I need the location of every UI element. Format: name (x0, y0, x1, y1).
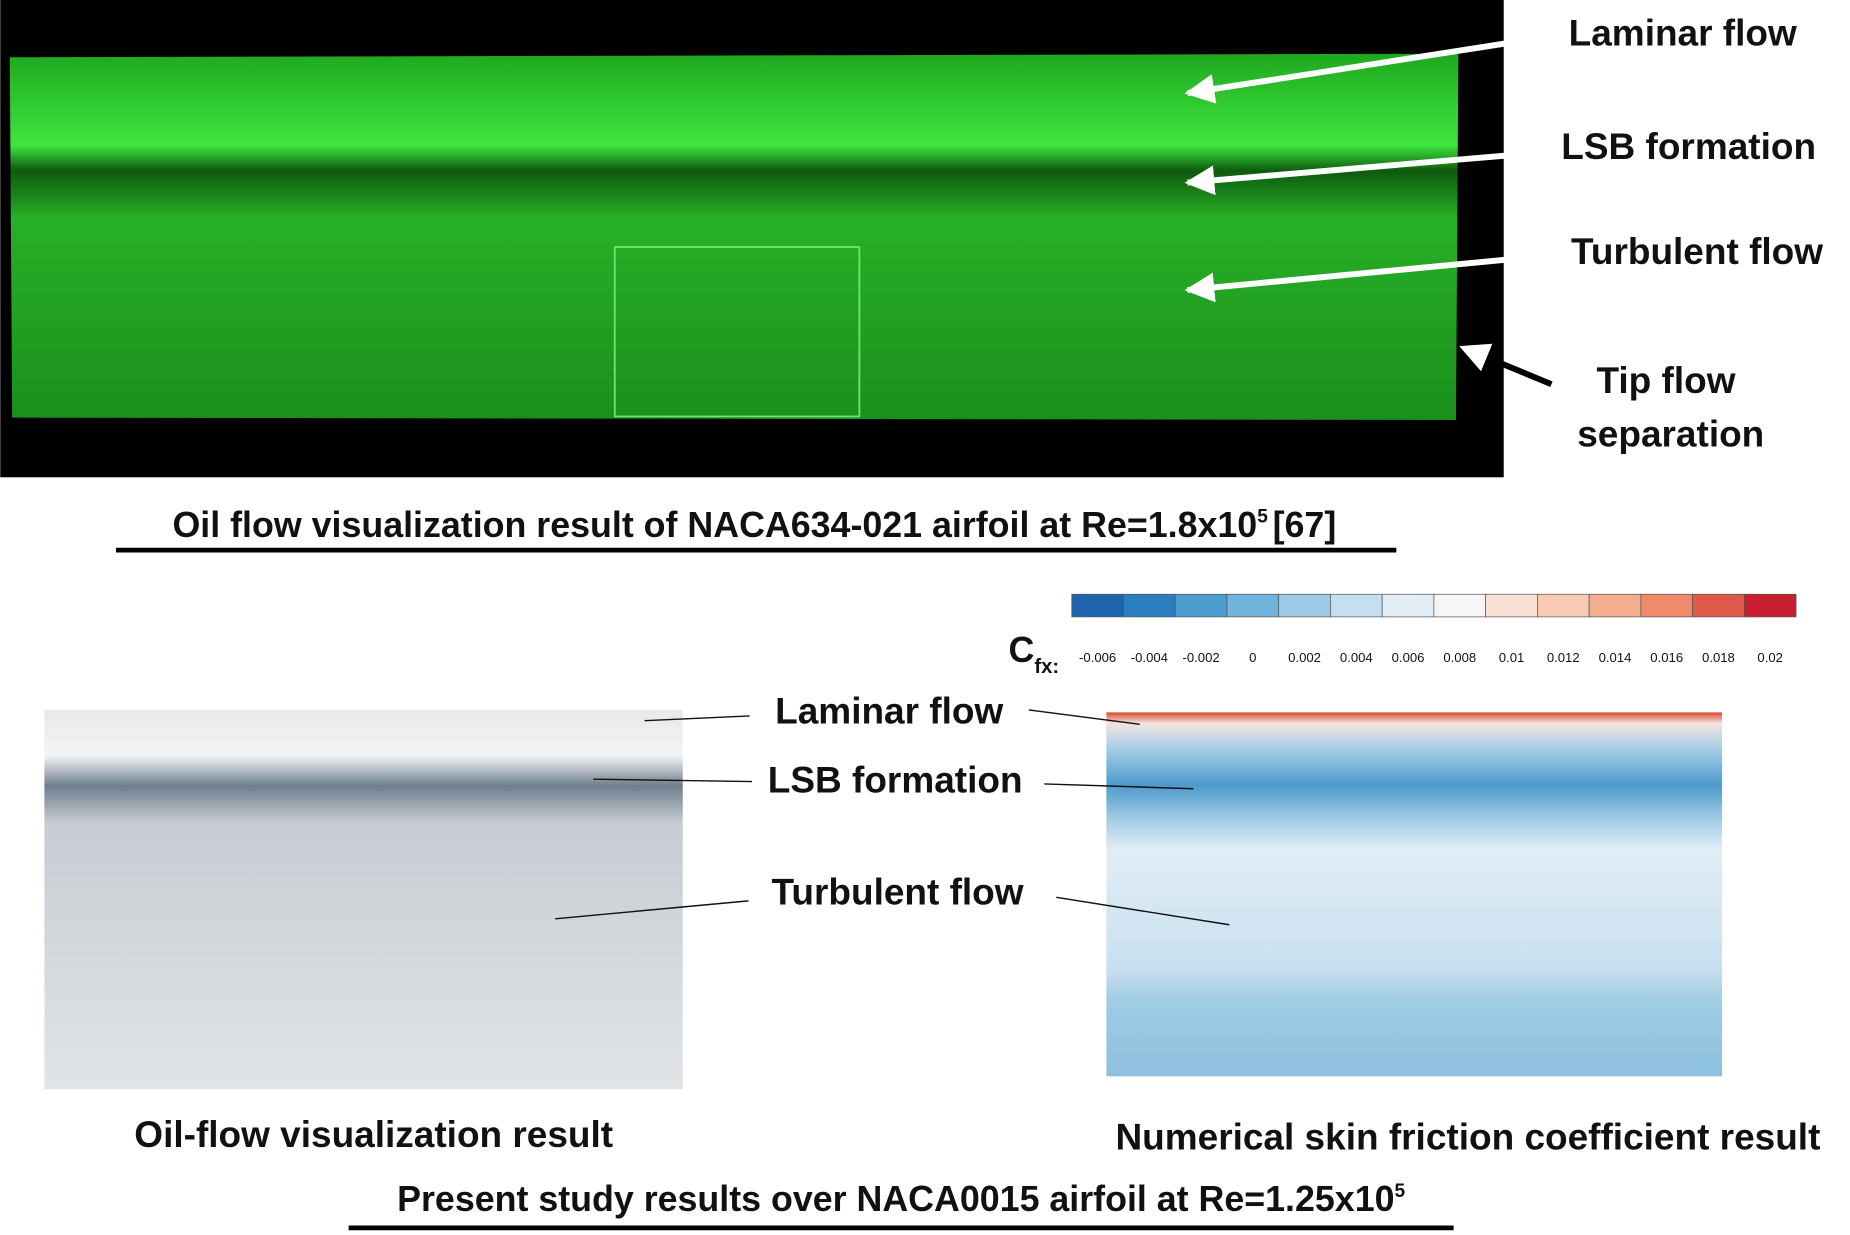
tick-label: -0.002 (1183, 650, 1220, 665)
label: separation (1577, 413, 1764, 454)
color-box (1743, 593, 1797, 618)
color-box (1330, 593, 1383, 618)
tick-label: 0.018 (1702, 650, 1735, 665)
color-box (1174, 593, 1228, 618)
color-box (1640, 593, 1693, 618)
color-box (1278, 593, 1331, 618)
color-box (1485, 593, 1538, 618)
tick-label: -0.004 (1131, 650, 1168, 665)
tick-label: 0.014 (1599, 650, 1632, 665)
tick-label: 0.008 (1443, 650, 1476, 665)
label: Tip flow (1596, 360, 1735, 401)
label: LSB formation (1561, 126, 1816, 167)
plate (613, 246, 861, 418)
tick-label: 0.006 (1392, 650, 1425, 665)
tick-label: 0.012 (1547, 650, 1580, 665)
tick-label: 0 (1249, 650, 1256, 665)
exponent: 5 (1395, 1181, 1406, 1202)
tick-label: 0.002 (1288, 650, 1321, 665)
label: Laminar flow (1569, 13, 1797, 54)
color-box (1692, 593, 1745, 618)
tick-label: -0.006 (1079, 650, 1116, 665)
arrows (1184, 35, 1540, 303)
label: LSB formation (768, 760, 1023, 801)
reference: [67] (1273, 505, 1337, 545)
exponent: 5 (1257, 507, 1268, 528)
sub-caption: Numerical skin friction coefficient resu… (1115, 1116, 1820, 1157)
label: Laminar flow (775, 690, 1003, 731)
tip-arrow (1459, 343, 1553, 387)
color-box (1071, 593, 1124, 618)
subscript: fx: (1034, 656, 1059, 678)
caption: Oil flow visualization result of NACA634… (172, 505, 1336, 545)
sub-caption: Oil-flow visualization result (134, 1114, 613, 1155)
color-box (1433, 593, 1487, 618)
color-box (1381, 593, 1435, 618)
caption-text: Present study results over NACA0015 airf… (397, 1179, 1394, 1219)
symbol: C (1009, 630, 1035, 670)
tick-label: 0.02 (1757, 650, 1783, 665)
caption-text: Oil flow visualization result of NACA634… (172, 505, 1257, 545)
oil-photo (44, 709, 683, 1090)
color-box (1226, 593, 1280, 618)
label: Turbulent flow (1571, 231, 1823, 272)
caption: Present study results over NACA0015 airf… (397, 1179, 1405, 1219)
colorbar-label: Cfx: (1009, 630, 1060, 678)
tick-label: 0.01 (1499, 650, 1525, 665)
colorbar: -0.006 -0.004 -0.002 0 0.002 0.004 0.006 0.008 0… (1071, 593, 1797, 665)
tick-label: 0.004 (1340, 650, 1373, 665)
leader-lines (555, 709, 1230, 926)
tick-label: 0.016 (1650, 650, 1683, 665)
color-box (1537, 593, 1590, 618)
color-box (1123, 593, 1176, 618)
green-surface (9, 53, 1459, 421)
cfd-contour (1106, 712, 1723, 1077)
label: Turbulent flow (772, 872, 1024, 913)
color-box (1588, 593, 1642, 618)
